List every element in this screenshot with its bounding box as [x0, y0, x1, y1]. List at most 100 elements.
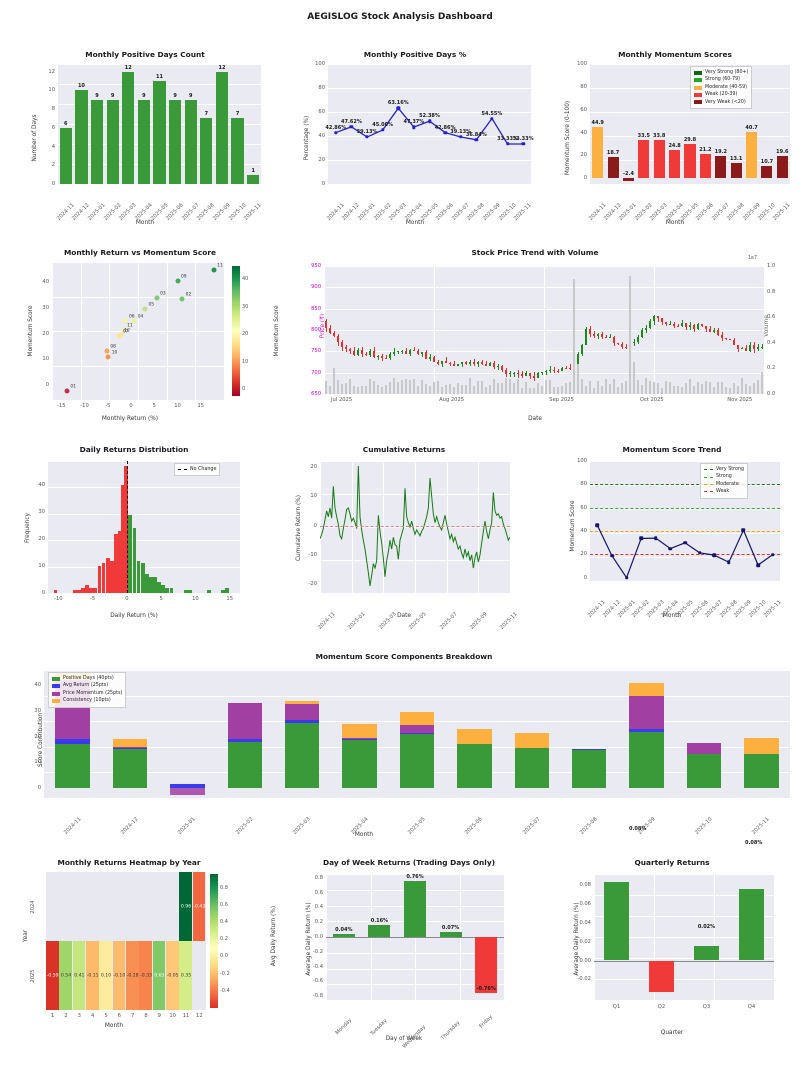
volume-bar — [368, 378, 372, 394]
bar-value-label: 10 — [77, 83, 85, 90]
gridline-horizontal — [328, 136, 531, 137]
histogram-bar — [53, 590, 58, 593]
volume-bar — [540, 385, 544, 394]
volume-bar — [704, 381, 708, 394]
volume-bar — [388, 382, 392, 394]
legend-label: Very Strong — [716, 467, 745, 472]
volume-bar — [364, 386, 368, 394]
plot-area-momentum-trend — [590, 461, 780, 581]
candle-wick — [366, 351, 367, 356]
colorbar-tick-label: 10 — [242, 358, 249, 365]
volume-bar — [372, 381, 376, 394]
x-tick-label: -10 — [54, 596, 63, 602]
y-tick-label: 6 — [51, 124, 55, 131]
data-point — [490, 116, 494, 121]
y-tick-label: 80 — [580, 481, 587, 488]
candle-body — [664, 322, 668, 325]
bar-value-label: 7 — [204, 111, 209, 118]
data-point — [365, 135, 369, 139]
colorbar-tick-label: 0.8 — [220, 884, 228, 891]
bar — [669, 149, 681, 179]
point-value-label: 63.16% — [387, 100, 409, 107]
candle-body — [460, 362, 464, 364]
heatmap-cell-value: -0.11 — [86, 973, 99, 978]
y-tick-label-price: 800 — [311, 327, 321, 333]
candle-body — [528, 373, 532, 376]
y-tick-label: 0 — [583, 574, 587, 581]
histogram-bar — [148, 576, 153, 593]
x-tick-label: 5 — [104, 1013, 108, 1019]
colorbar-tick-label: -0.4 — [220, 987, 230, 994]
candle-body — [660, 318, 664, 323]
candle-body — [332, 332, 336, 336]
gridline-vertical — [138, 262, 139, 400]
y-tick-label-volume: 0.4 — [767, 339, 776, 346]
gridline-horizontal — [594, 874, 774, 875]
volume-axis-exponent: 1e7 — [748, 256, 758, 261]
histogram-bar — [128, 514, 133, 593]
volume-bar — [552, 386, 556, 394]
legend-swatch — [52, 684, 60, 689]
volume-bar — [500, 382, 504, 394]
bar-value-label: -2.4 — [622, 171, 634, 178]
candle-body — [648, 321, 652, 329]
candle-body — [656, 316, 660, 319]
scatter-point — [211, 267, 217, 273]
stacked-bar-segment — [399, 732, 435, 735]
zero-line — [594, 960, 774, 962]
y-tick-label: -10 — [308, 551, 317, 558]
stacked-bar-segment — [112, 747, 148, 749]
volume-bar — [464, 384, 468, 394]
data-point — [396, 106, 400, 110]
y-tick-label: 20 — [580, 551, 587, 558]
candle-body — [736, 344, 740, 349]
stacked-bar-segment — [55, 743, 90, 788]
candle-body — [632, 341, 636, 344]
data-point — [727, 560, 731, 565]
gridline-horizontal — [594, 958, 774, 959]
y-tick-label: 20 — [580, 152, 587, 159]
bar — [622, 178, 634, 182]
point-value-label: 54.55% — [481, 110, 503, 117]
y-axis-label: Momentum Score — [570, 500, 576, 552]
bar-value-label: 24.8 — [668, 142, 681, 149]
x-tick-label: Jul 2025 — [331, 397, 353, 403]
data-point — [595, 523, 600, 527]
y-tick-label: 10 — [310, 493, 317, 500]
bar — [699, 154, 711, 179]
x-tick-label: Q3 — [702, 1004, 711, 1010]
stacked-bar-segment — [457, 743, 492, 788]
point-value-label: 36.84% — [465, 131, 487, 138]
volume-bar — [324, 380, 328, 394]
volume-bar — [672, 386, 676, 394]
volume-bar — [516, 378, 520, 394]
data-point — [459, 135, 463, 139]
y-tick-label-volume: 1.0 — [767, 263, 776, 269]
heatmap-cell — [59, 941, 73, 1010]
volume-bar — [544, 380, 548, 394]
histogram-bar — [157, 582, 161, 593]
bar — [184, 99, 197, 184]
volume-bar — [508, 379, 512, 394]
volume-bar — [716, 381, 720, 394]
volume-bar — [336, 380, 340, 394]
panel-positive-days-count: Monthly Positive Days Count Number of Da… — [20, 50, 270, 240]
colorbar-tick-label: -0.2 — [220, 970, 230, 977]
scatter-point-label: 11 — [217, 263, 223, 269]
plot-area-return-vs-momentum — [52, 262, 224, 400]
scatter-point-label: 01 — [70, 384, 76, 390]
x-axis-label: Month — [104, 1023, 124, 1029]
candle-body — [744, 348, 748, 352]
panel-title-quarterly: Quarterly Returns — [634, 858, 710, 867]
heatmap-cell — [166, 941, 179, 1010]
scatter-point-label: 08 — [110, 344, 116, 350]
histogram-bar — [81, 587, 85, 593]
candle-body — [652, 316, 656, 322]
histogram-bar — [188, 590, 192, 593]
y-tick-label-volume: 0.2 — [767, 365, 776, 372]
heatmap-cell — [152, 941, 166, 1010]
x-axis-label: Date — [397, 613, 411, 619]
candle-wick — [462, 361, 463, 368]
bar — [715, 156, 727, 179]
point-value-label: 33.33% — [512, 136, 534, 142]
